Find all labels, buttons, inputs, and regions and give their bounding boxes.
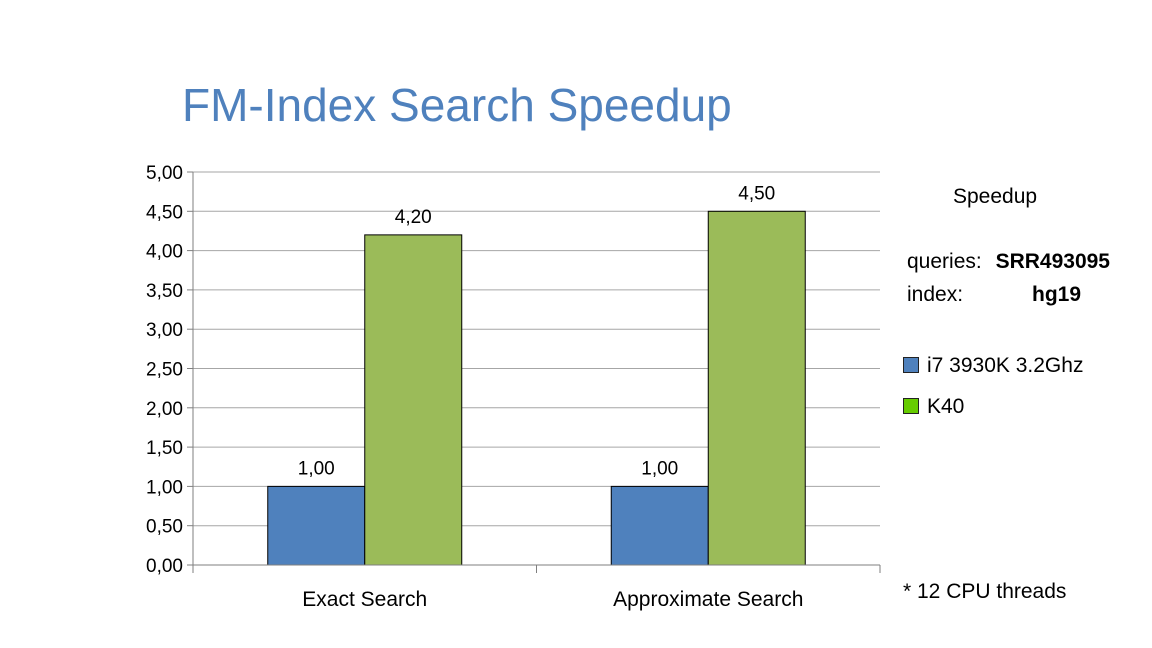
bar-gpu [707, 210, 806, 566]
index-line: index: hg19 [907, 283, 1081, 307]
y-axis-ticks: 0,00 0,50 1,00 1,50 2,00 2,50 3,00 3,50 4,00 4,50… [146, 163, 193, 577]
y-tick-label: 1,50 [146, 438, 183, 459]
y-tick-label: 0,00 [146, 556, 183, 577]
y-tick-label: 4,00 [146, 242, 183, 263]
legend-swatch-cpu [903, 357, 919, 373]
y-tick-label: 2,00 [146, 399, 183, 420]
queries-value: SRR493095 [995, 250, 1110, 273]
legend-title: Speedup [953, 185, 1038, 208]
x-tick-label: Approximate Search [613, 588, 803, 611]
legend-swatch-gpu [903, 398, 919, 414]
data-label: 1,00 [641, 458, 678, 479]
data-label: 4,50 [738, 183, 775, 204]
index-value: hg19 [1032, 283, 1082, 306]
bar-cpu [267, 485, 366, 566]
index-label: index: [907, 283, 964, 306]
x-axis-ticks: Exact Search Approximate Search [192, 565, 881, 611]
y-tick-label: 0,50 [146, 517, 183, 538]
y-tick-label: 1,00 [146, 477, 183, 498]
queries-label: queries: [907, 250, 982, 273]
data-label: 1,00 [298, 458, 335, 479]
y-tick-label: 5,00 [146, 163, 183, 184]
legend-label-gpu: K40 [927, 395, 965, 418]
bar-cpu [610, 485, 709, 566]
queries-line: queries: SRR493095 [907, 250, 1110, 274]
y-tick-label: 4,50 [146, 202, 183, 223]
data-label: 4,20 [395, 207, 432, 228]
axes [192, 172, 880, 566]
x-tick-label: Exact Search [302, 588, 427, 611]
slide-title: FM-Index Search Speedup [182, 79, 732, 131]
bars [267, 210, 806, 566]
legend-label-cpu: i7 3930K 3.2Ghz [927, 354, 1084, 377]
data-labels: 1,00 4,20 1,00 4,50 [298, 183, 775, 479]
y-tick-label: 2,50 [146, 360, 183, 381]
legend-item-cpu: i7 3930K 3.2Ghz [903, 354, 1083, 378]
footnote: * 12 CPU threads [903, 580, 1067, 603]
bar-gpu [364, 234, 463, 566]
legend-item-gpu: K40 [903, 395, 964, 419]
y-tick-label: 3,00 [146, 320, 183, 341]
y-tick-label: 3,50 [146, 281, 183, 302]
